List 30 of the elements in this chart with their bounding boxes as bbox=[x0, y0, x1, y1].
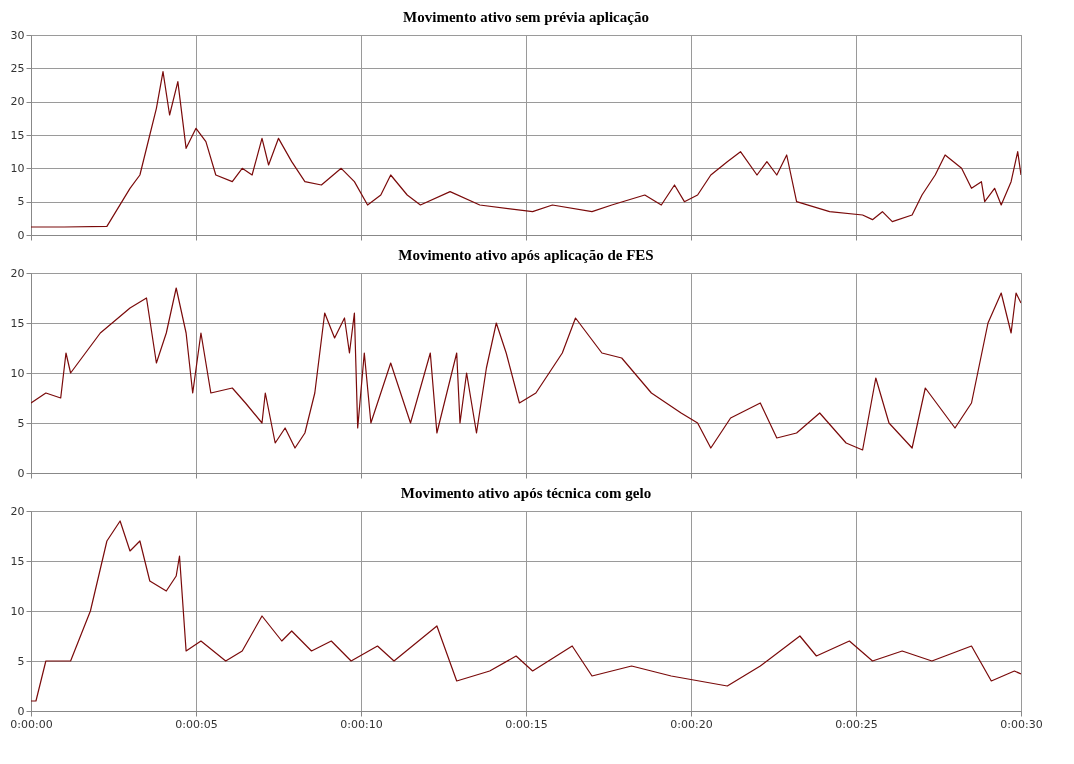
y-tick-label: 15 bbox=[10, 128, 25, 142]
y-tick-label: 0 bbox=[17, 228, 25, 242]
chart-title: Movimento ativo após técnica com gelo bbox=[400, 485, 652, 501]
x-tick-label: 0:00:10 bbox=[340, 717, 383, 731]
x-tick-label: 0:00:05 bbox=[175, 717, 218, 731]
line-series bbox=[31, 287, 1021, 451]
y-tick-label: 10 bbox=[10, 161, 25, 175]
x-tick-label: 0:00:30 bbox=[1000, 717, 1043, 731]
y-tick-label: 5 bbox=[17, 195, 25, 209]
chart-title: Movimento ativo sem prévia aplicação bbox=[403, 9, 649, 25]
y-tick-label: 20 bbox=[10, 95, 25, 109]
y-tick-label: 20 bbox=[10, 504, 25, 518]
y-tick-label: 30 bbox=[10, 28, 25, 42]
x-tick-label: 0:00:25 bbox=[835, 717, 878, 731]
line-series bbox=[31, 520, 1021, 702]
x-tick-label: 0:00:20 bbox=[670, 717, 713, 731]
y-tick-label: 0 bbox=[17, 704, 25, 718]
y-tick-label: 15 bbox=[10, 554, 25, 568]
y-tick-label: 5 bbox=[17, 654, 25, 668]
x-tick-label: 0:00:15 bbox=[505, 717, 548, 731]
y-tick-label: 15 bbox=[10, 316, 25, 330]
y-tick-label: 10 bbox=[10, 604, 25, 618]
y-tick-label: 10 bbox=[10, 366, 25, 380]
x-tick-label: 0:00:00 bbox=[10, 717, 53, 731]
y-tick-label: 5 bbox=[17, 416, 25, 430]
chart-title: Movimento ativo após aplicação de FES bbox=[398, 247, 654, 263]
y-tick-label: 20 bbox=[10, 266, 25, 280]
y-tick-label: 25 bbox=[10, 61, 25, 75]
line-series bbox=[31, 71, 1021, 228]
y-tick-label: 0 bbox=[17, 466, 25, 480]
